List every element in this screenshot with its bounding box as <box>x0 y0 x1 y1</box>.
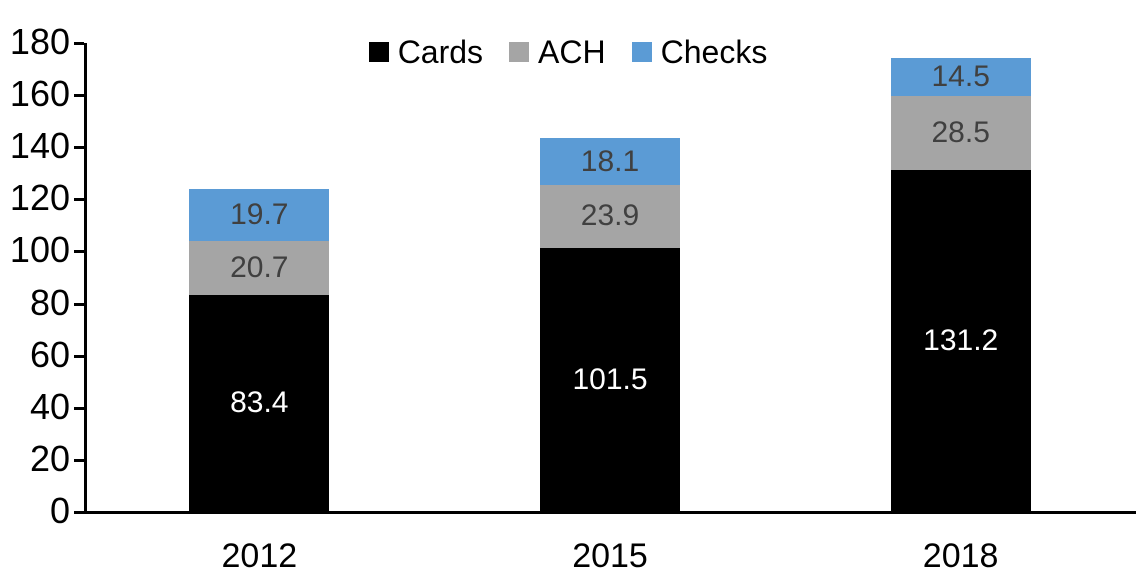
bar-segment-ach: 28.5 <box>890 95 1031 171</box>
bar-segment-ach: 20.7 <box>189 240 330 295</box>
x-axis-line <box>84 511 1136 514</box>
y-axis-tick-label: 120 <box>9 177 70 218</box>
legend-label: ACH <box>538 34 606 70</box>
y-axis-tick <box>74 511 84 514</box>
legend-label: Checks <box>660 34 768 70</box>
legend-item-checks: Checks <box>631 34 768 70</box>
y-axis-tick <box>74 250 84 253</box>
bar-value-label: 101.5 <box>572 362 648 396</box>
legend-swatch-icon <box>509 42 530 62</box>
legend-swatch-icon <box>368 42 389 62</box>
bar-value-label: 18.1 <box>580 144 640 178</box>
y-axis-tick <box>74 355 84 358</box>
bar-value-label: 23.9 <box>580 199 640 233</box>
y-axis-tick <box>74 407 84 410</box>
bar-segment-cards: 83.4 <box>189 294 330 512</box>
y-axis-tick-label: 40 <box>29 386 70 427</box>
y-axis-tick <box>74 198 84 201</box>
y-axis-tick-label: 100 <box>9 229 70 270</box>
y-axis-tick <box>74 303 84 306</box>
y-axis-tick-label: 180 <box>9 21 70 62</box>
x-axis-label: 2015 <box>572 537 648 575</box>
bar-segment-checks: 14.5 <box>890 58 1031 96</box>
bar-value-label: 20.7 <box>230 250 289 284</box>
bar-segment-checks: 19.7 <box>189 189 330 241</box>
y-axis-tick <box>74 146 84 149</box>
bar-value-label: 131.2 <box>923 324 999 358</box>
y-axis-tick-label: 80 <box>29 282 70 323</box>
bar-value-label: 28.5 <box>931 116 990 150</box>
bar-segment-cards: 101.5 <box>540 247 680 512</box>
legend-item-ach: ACH <box>509 36 606 68</box>
y-axis-tick-label: 160 <box>9 73 70 114</box>
y-axis-tick <box>74 94 84 97</box>
bar-segment-checks: 18.1 <box>540 138 680 186</box>
legend-swatch-icon <box>631 42 652 62</box>
bar-value-label: 19.7 <box>230 198 289 232</box>
y-axis-line <box>84 43 87 514</box>
legend-label: Cards <box>397 34 484 70</box>
y-axis-tick-label: 60 <box>29 334 70 375</box>
y-axis-tick <box>74 459 84 462</box>
legend-item-cards: Cards <box>368 34 484 70</box>
bar-segment-cards: 131.2 <box>890 170 1031 512</box>
x-axis-label: 2012 <box>221 537 298 575</box>
y-axis-tick-label: 20 <box>29 438 70 479</box>
chart-legend: Cards ACH Checks <box>0 36 1136 68</box>
y-axis-tick-label: 140 <box>9 125 70 166</box>
bar-value-label: 83.4 <box>230 386 289 420</box>
y-axis-tick-label: 0 <box>49 490 70 531</box>
y-axis-tick <box>74 42 84 45</box>
bar-segment-ach: 23.9 <box>540 185 680 248</box>
x-axis-label: 2018 <box>922 537 999 575</box>
bar-value-label: 14.5 <box>931 59 990 93</box>
